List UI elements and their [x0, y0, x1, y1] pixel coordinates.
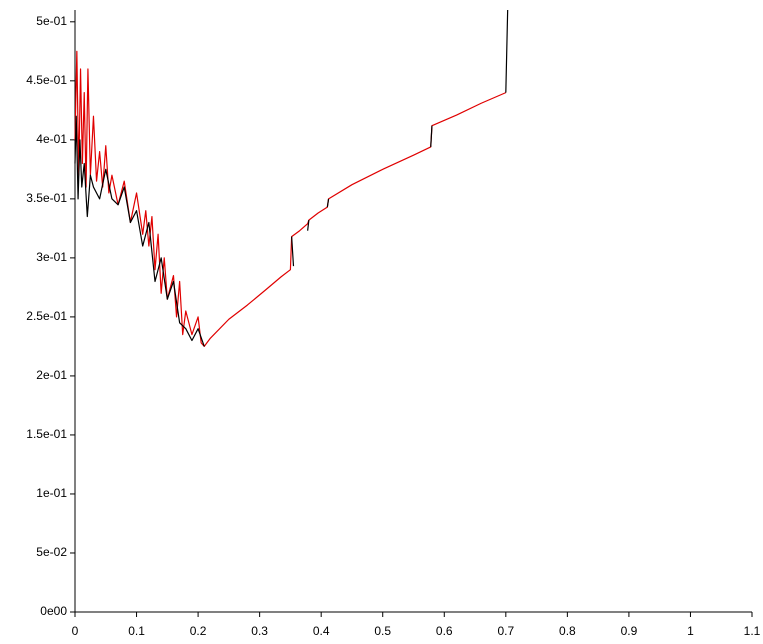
y-tick-label: 1e-01	[36, 486, 67, 500]
data-line	[74, 50, 507, 348]
y-tick-label: 4e-01	[36, 132, 67, 146]
x-tick-label: 0.9	[621, 624, 638, 638]
y-tick-label: 4.5e-01	[26, 73, 67, 87]
x-tick-label: 0.3	[251, 624, 268, 638]
x-tick-label: 0.6	[436, 624, 453, 638]
y-tick-label: 3e-01	[36, 250, 67, 264]
data-line	[74, 9, 509, 347]
y-tick-label: 5e-01	[36, 14, 67, 28]
y-tick-label: 5e-02	[36, 545, 67, 559]
x-tick-label: 0.2	[190, 624, 207, 638]
x-tick-label: 0.1	[128, 624, 145, 638]
y-tick-label: 1.5e-01	[26, 427, 67, 441]
y-tick-label: 2.5e-01	[26, 309, 67, 323]
y-tick-label: 3.5e-01	[26, 191, 67, 205]
x-tick-label: 0.5	[374, 624, 391, 638]
x-tick-label: 0.8	[559, 624, 576, 638]
x-tick-label: 0.7	[497, 624, 514, 638]
y-tick-label: 0e00	[40, 604, 67, 618]
y-tick-label: 2e-01	[36, 368, 67, 382]
x-tick-label: 1.1	[744, 624, 761, 638]
x-tick-label: 0.4	[313, 624, 330, 638]
x-tick-label: 0	[72, 624, 79, 638]
x-tick-label: 1	[687, 624, 694, 638]
